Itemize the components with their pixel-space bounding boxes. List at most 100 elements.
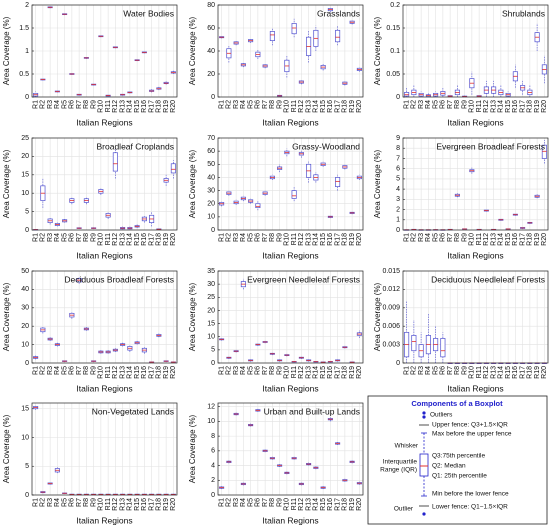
box xyxy=(112,152,118,172)
x-tick-label: R17 xyxy=(334,233,341,246)
y-tick-label: 10 xyxy=(21,190,29,197)
x-tick-label: R8 xyxy=(83,100,90,109)
x-tick-label: R9 xyxy=(276,100,283,109)
y-tick-label: 30 xyxy=(207,281,215,288)
guide-label: Whisker xyxy=(395,443,419,450)
x-tick-label: R16 xyxy=(141,233,148,246)
x-tick-label: R13 xyxy=(119,100,126,113)
x-tick-label: R14 xyxy=(313,498,320,511)
y-tick-label: 10 xyxy=(207,418,215,425)
y-tick-label: 0 xyxy=(25,94,29,101)
plot-frame xyxy=(217,402,364,496)
x-tick-label: R18 xyxy=(342,498,349,511)
x-tick-label: R7 xyxy=(262,100,269,109)
x-tick-label: R13 xyxy=(305,233,312,246)
box xyxy=(335,177,341,187)
x-tick-label: R7 xyxy=(76,366,83,375)
x-tick-label: R4 xyxy=(240,498,247,507)
box xyxy=(411,335,417,352)
y-tick-label: 6 xyxy=(396,166,400,173)
x-tick-label: R4 xyxy=(425,233,432,242)
y-tick-label: 15 xyxy=(21,406,29,413)
x-tick-label: R19 xyxy=(349,498,356,511)
x-tick-label: R9 xyxy=(90,233,97,242)
x-tick-label: R20 xyxy=(356,233,363,246)
x-tick-label: R16 xyxy=(327,498,334,511)
x-tick-label: R10 xyxy=(469,366,476,379)
y-tick-label: 15 xyxy=(21,172,29,179)
x-tick-label: R1 xyxy=(403,366,410,375)
y-tick-label: 0.009 xyxy=(382,305,400,312)
x-tick-label: R10 xyxy=(284,100,291,113)
x-tick-label: R3 xyxy=(233,498,240,507)
y-tick-label: 1 xyxy=(396,217,400,224)
x-tick-label: R11 xyxy=(105,366,112,378)
x-tick-label: R14 xyxy=(127,233,134,246)
x-tick-label: R4 xyxy=(240,233,247,242)
y-tick-label: 0 xyxy=(211,492,215,499)
x-tick-label: R17 xyxy=(519,366,526,379)
x-tick-label: R3 xyxy=(418,100,425,109)
boxplot-guide: Components of a Boxplot Outliers Upper f… xyxy=(367,395,548,525)
y-tick-label: 20 xyxy=(207,201,215,208)
x-tick-label: R19 xyxy=(163,498,170,511)
x-tick-label: R5 xyxy=(432,366,439,375)
x-tick-label: R14 xyxy=(498,366,505,379)
y-tick-label: 35 xyxy=(207,268,215,275)
x-tick-label: R19 xyxy=(163,100,170,113)
x-tick-label: R6 xyxy=(69,233,76,242)
x-tick-label: R2 xyxy=(411,100,418,109)
guide-box xyxy=(419,453,429,477)
box xyxy=(170,163,176,174)
x-tick-label: R16 xyxy=(141,498,148,511)
x-tick-label: R3 xyxy=(418,366,425,375)
x-tick-label: R10 xyxy=(469,100,476,113)
x-tick-label: R1 xyxy=(218,366,225,375)
x-tick-label: R14 xyxy=(498,233,505,246)
x-tick-label: R7 xyxy=(262,366,269,375)
x-tick-label: R10 xyxy=(469,233,476,246)
guide-title: Components of a Boxplot xyxy=(411,399,503,408)
y-tick-label: 30 xyxy=(21,305,29,312)
x-tick-label: R13 xyxy=(119,366,126,379)
y-axis-label: Area Coverage (%) xyxy=(2,282,11,351)
x-tick-label: R17 xyxy=(148,366,155,379)
x-axis-label: Italian Regions xyxy=(262,117,318,127)
x-tick-label: R12 xyxy=(112,233,119,246)
y-tick-label: 0 xyxy=(25,360,29,367)
x-tick-label: R8 xyxy=(454,366,461,375)
x-tick-label: R20 xyxy=(541,100,548,113)
x-tick-label: R9 xyxy=(90,498,97,507)
x-tick-label: R20 xyxy=(356,498,363,511)
x-tick-label: R12 xyxy=(112,100,119,113)
box xyxy=(269,31,275,42)
x-tick-label: R9 xyxy=(90,100,97,109)
x-tick-label: R19 xyxy=(534,233,541,246)
plot-frame xyxy=(217,137,364,231)
x-tick-label: R14 xyxy=(313,366,320,379)
x-tick-label: R1 xyxy=(32,233,39,242)
x-tick-label: R1 xyxy=(32,366,39,375)
x-tick-label: R9 xyxy=(276,233,283,242)
y-tick-label: 3 xyxy=(396,196,400,203)
y-tick-label: 4 xyxy=(396,186,400,193)
y-tick-label: 9 xyxy=(396,135,400,142)
x-tick-label: R14 xyxy=(313,100,320,113)
guide-label: Q1: 25th percentile xyxy=(432,473,487,480)
y-axis-label: Area Coverage (%) xyxy=(373,282,382,351)
x-tick-label: R6 xyxy=(440,100,447,109)
box xyxy=(440,338,446,358)
x-tick-label: R2 xyxy=(226,233,233,242)
x-tick-label: R17 xyxy=(148,233,155,246)
x-tick-label: R3 xyxy=(233,233,240,242)
x-tick-label: R18 xyxy=(342,366,349,379)
guide-label: Max before the upper fence xyxy=(432,431,512,438)
box xyxy=(255,203,261,209)
x-tick-label: R20 xyxy=(170,498,177,511)
x-tick-label: R15 xyxy=(320,366,327,379)
y-tick-label: 0 xyxy=(211,360,215,367)
x-tick-label: R13 xyxy=(119,233,126,246)
